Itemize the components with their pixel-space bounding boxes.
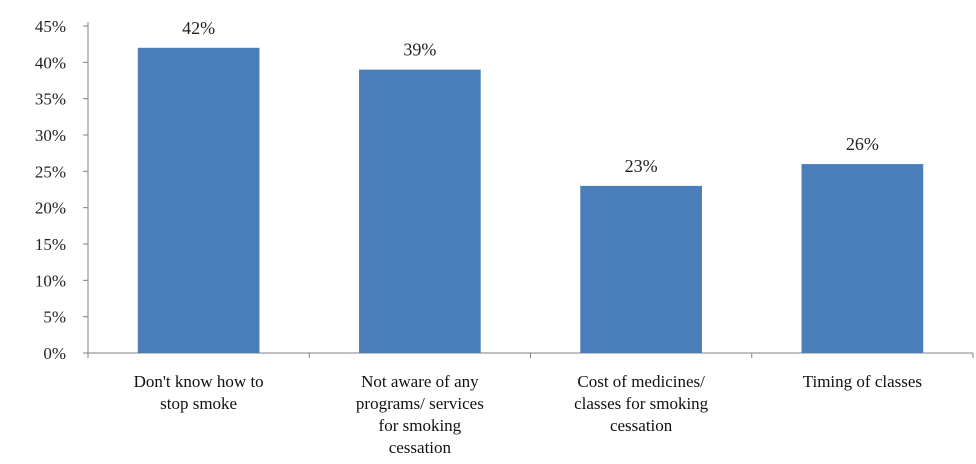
category-label: Cost of medicines/classes for smoking ces… — [574, 372, 709, 435]
category-label-line: Not aware of any — [361, 372, 479, 391]
category-label-line: Cost of medicines/ — [577, 372, 705, 391]
category-label-line: classes for smoking — [574, 394, 709, 413]
y-tick-label: 30% — [35, 126, 66, 145]
y-tick-label: 25% — [35, 162, 66, 181]
data-label: 26% — [846, 134, 879, 154]
category-label-line: stop smoke — [160, 394, 237, 413]
category-label-line: Don't know how to — [134, 372, 264, 391]
y-axis-ticks: 0% 5% 10% 15% 20% 25% 30% 35% 40% 45% — [35, 17, 88, 363]
y-tick-label: 5% — [43, 308, 66, 327]
category-label-line: for smoking — [379, 416, 462, 435]
data-label: 42% — [182, 18, 215, 38]
category-label: Timing of classes — [803, 372, 922, 391]
bar — [137, 47, 260, 354]
bar — [580, 185, 702, 353]
bar — [801, 164, 924, 353]
y-tick-label: 35% — [35, 90, 66, 109]
y-tick-label: 20% — [35, 199, 66, 218]
bar — [359, 69, 481, 353]
category-label: Not aware of any programs/ services for sm… — [356, 372, 484, 457]
category-label: Don't know how to stop smoke — [134, 372, 264, 413]
y-tick-label: 10% — [35, 271, 66, 290]
category-label-line: Timing of classes — [803, 372, 922, 391]
category-label-line: cessation — [610, 416, 673, 435]
category-labels: Don't know how to stop smoke Not aware of … — [134, 372, 922, 457]
chart-bars — [137, 47, 924, 354]
data-label: 23% — [625, 156, 658, 176]
y-tick-label: 40% — [35, 53, 66, 72]
category-label-line: cessation — [389, 438, 452, 457]
category-label-line: programs/ services — [356, 394, 484, 413]
data-labels: 42% 39% 23% 26% — [182, 18, 879, 176]
y-tick-label: 15% — [35, 235, 66, 254]
data-label: 39% — [403, 40, 436, 60]
y-tick-label: 0% — [43, 344, 66, 363]
y-tick-label: 45% — [35, 17, 66, 36]
